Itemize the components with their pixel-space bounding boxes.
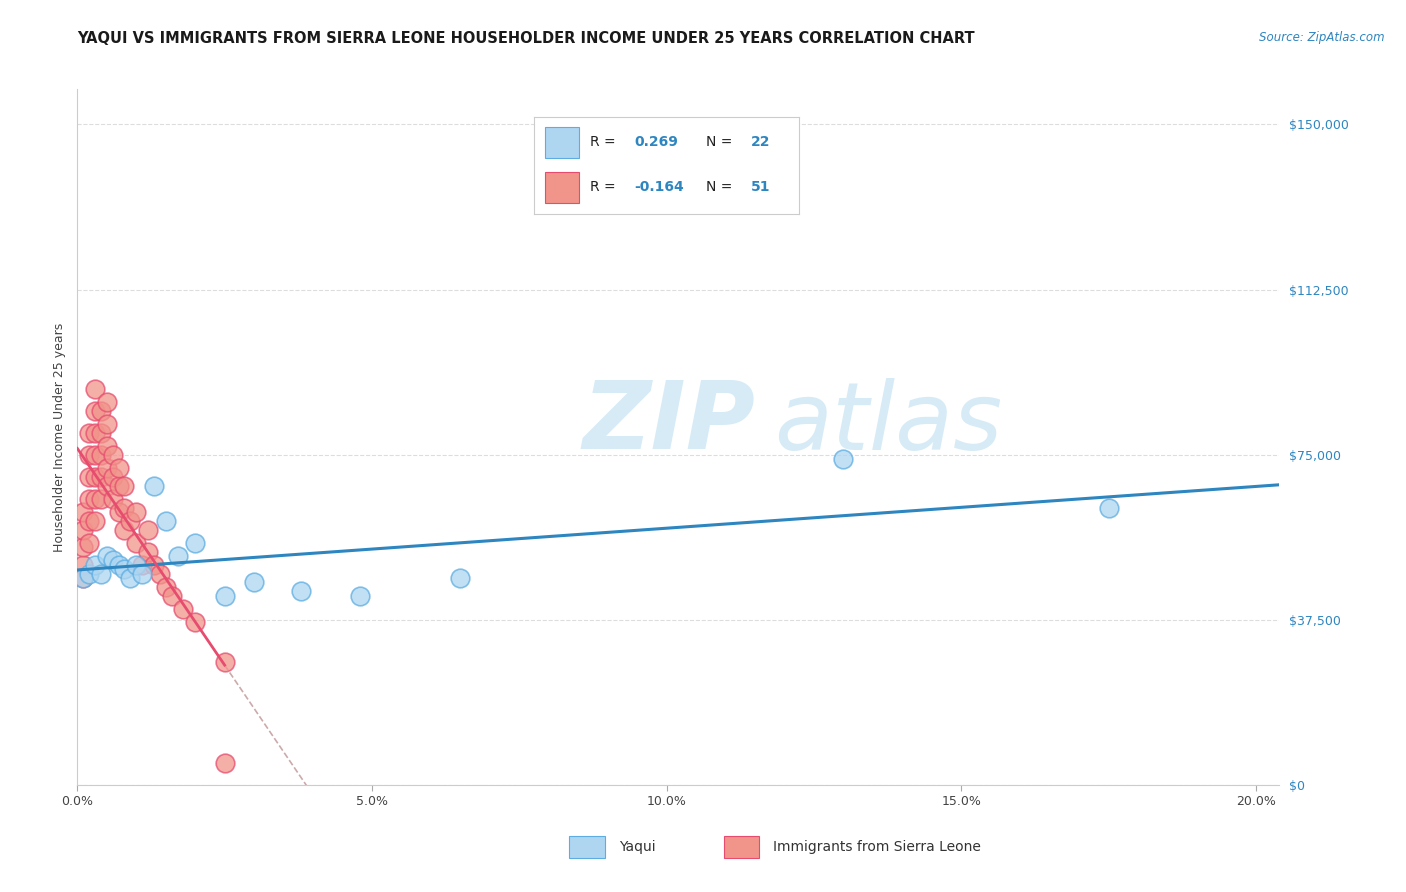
- Text: atlas: atlas: [775, 377, 1002, 468]
- Point: [142, 478, 165, 492]
- Point: [214, 589, 236, 603]
- Point: [107, 505, 129, 519]
- Point: [90, 425, 112, 440]
- Text: YAQUI VS IMMIGRANTS FROM SIERRA LEONE HOUSEHOLDER INCOME UNDER 25 YEARS CORRELAT: YAQUI VS IMMIGRANTS FROM SIERRA LEONE HO…: [77, 31, 974, 46]
- Point: [84, 491, 107, 506]
- Point: [90, 448, 112, 462]
- Text: Immigrants from Sierra Leone: Immigrants from Sierra Leone: [773, 840, 981, 855]
- Point: [184, 615, 207, 629]
- Point: [77, 535, 100, 549]
- Point: [96, 478, 118, 492]
- Point: [107, 461, 129, 475]
- Text: ZIP: ZIP: [582, 377, 755, 469]
- Point: [90, 403, 112, 417]
- Point: [90, 469, 112, 483]
- Point: [184, 535, 207, 549]
- Point: [84, 558, 107, 572]
- Point: [90, 566, 112, 581]
- Point: [72, 523, 94, 537]
- Point: [101, 491, 124, 506]
- Point: [214, 756, 236, 770]
- Point: [101, 469, 124, 483]
- Point: [77, 425, 100, 440]
- Point: [77, 514, 100, 528]
- Point: [1097, 500, 1119, 515]
- Point: [72, 571, 94, 585]
- Point: [101, 553, 124, 567]
- Point: [84, 514, 107, 528]
- Point: [155, 514, 177, 528]
- Point: [107, 558, 129, 572]
- Point: [77, 448, 100, 462]
- Point: [120, 514, 142, 528]
- Point: [77, 491, 100, 506]
- Point: [72, 505, 94, 519]
- Point: [120, 571, 142, 585]
- Point: [131, 558, 153, 572]
- Point: [96, 395, 118, 409]
- Point: [114, 500, 136, 515]
- Point: [349, 589, 371, 603]
- Point: [72, 540, 94, 554]
- Point: [107, 478, 129, 492]
- Point: [136, 523, 159, 537]
- Point: [149, 566, 172, 581]
- Point: [290, 584, 312, 599]
- Point: [166, 549, 188, 563]
- Point: [142, 558, 165, 572]
- Point: [84, 425, 107, 440]
- Point: [84, 403, 107, 417]
- Point: [832, 452, 855, 467]
- Point: [96, 439, 118, 453]
- Point: [449, 571, 471, 585]
- Point: [114, 562, 136, 576]
- Point: [77, 566, 100, 581]
- Point: [136, 544, 159, 558]
- Text: Source: ZipAtlas.com: Source: ZipAtlas.com: [1260, 31, 1385, 45]
- Point: [90, 491, 112, 506]
- Point: [155, 580, 177, 594]
- Point: [96, 417, 118, 431]
- Point: [114, 523, 136, 537]
- Point: [172, 602, 194, 616]
- Point: [114, 478, 136, 492]
- Point: [84, 382, 107, 396]
- Point: [72, 558, 94, 572]
- Point: [84, 448, 107, 462]
- Point: [125, 505, 148, 519]
- Point: [84, 469, 107, 483]
- Point: [243, 575, 266, 590]
- Point: [214, 655, 236, 669]
- Point: [125, 558, 148, 572]
- Point: [77, 469, 100, 483]
- Text: Yaqui: Yaqui: [619, 840, 655, 855]
- Point: [131, 566, 153, 581]
- Point: [160, 589, 183, 603]
- Point: [72, 571, 94, 585]
- Point: [101, 448, 124, 462]
- Y-axis label: Householder Income Under 25 years: Householder Income Under 25 years: [53, 322, 66, 552]
- Point: [96, 461, 118, 475]
- Point: [125, 535, 148, 549]
- Point: [96, 549, 118, 563]
